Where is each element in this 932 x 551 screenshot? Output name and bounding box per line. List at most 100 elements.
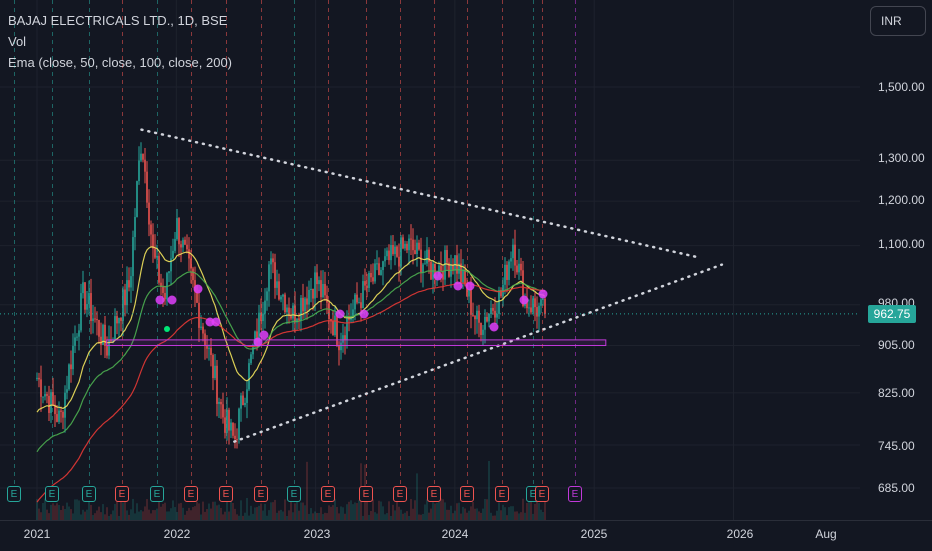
candle-body: [422, 264, 424, 273]
candle-body: [458, 263, 460, 274]
volume-bar: [248, 515, 250, 520]
candle-body: [280, 296, 282, 300]
earnings-badge[interactable]: E: [184, 486, 198, 502]
signal-marker: [164, 326, 170, 332]
volume-bar: [214, 501, 216, 520]
volume-bar: [150, 513, 152, 520]
candle-body: [386, 250, 388, 257]
candle-body: [180, 244, 182, 248]
volume-bar: [376, 513, 378, 520]
volume-bar: [300, 502, 302, 520]
earnings-badge[interactable]: E: [427, 486, 441, 502]
volume-bar: [284, 499, 286, 520]
earnings-badge[interactable]: E: [460, 486, 474, 502]
earnings-badge[interactable]: E: [535, 486, 549, 502]
volume-bar: [58, 505, 60, 520]
volume-indicator-label[interactable]: Vol: [8, 34, 27, 49]
volume-bar: [126, 510, 128, 520]
volume-bar: [418, 514, 420, 520]
candle-body: [534, 298, 536, 308]
volume-bar: [470, 506, 472, 520]
earnings-badge[interactable]: E: [287, 486, 301, 502]
candle-body: [150, 224, 152, 235]
volume-bar: [542, 511, 544, 520]
volume-bar: [328, 505, 330, 520]
volume-bar: [356, 503, 358, 520]
volume-bar: [256, 507, 258, 520]
candle-body: [374, 263, 376, 282]
price-axis[interactable]: 1,500.00 1,300.00 1,200.00 1,100.00 980.…: [860, 0, 932, 520]
candle-body: [244, 402, 246, 406]
signal-marker: [167, 295, 177, 305]
currency-button[interactable]: INR: [870, 6, 926, 36]
candle-body: [114, 316, 116, 341]
earnings-badge[interactable]: E: [568, 486, 582, 502]
candle-body: [382, 261, 384, 271]
volume-bar: [94, 513, 96, 520]
volume-bar: [498, 502, 500, 520]
candle-body: [462, 269, 464, 283]
earnings-badge[interactable]: E: [7, 486, 21, 502]
volume-bar: [290, 498, 292, 520]
earnings-badge[interactable]: E: [321, 486, 335, 502]
candle-body: [412, 239, 414, 251]
trendline: [233, 263, 724, 443]
candle-body: [218, 401, 220, 404]
symbol-title[interactable]: BAJAJ ELECTRICALS LTD., 1D, BSE: [8, 13, 228, 28]
ema-indicator-label[interactable]: Ema (close, 50, close, 100, close, 200): [8, 55, 233, 70]
volume-bar: [206, 509, 208, 520]
signal-marker: [335, 309, 345, 319]
candle-body: [202, 326, 204, 334]
volume-bar: [354, 502, 356, 520]
earnings-badge[interactable]: E: [393, 486, 407, 502]
volume-bar: [182, 507, 184, 520]
volume-bar: [382, 506, 384, 520]
candle-body: [514, 244, 516, 266]
earnings-badge[interactable]: E: [115, 486, 129, 502]
candle-body: [242, 395, 244, 406]
candle-body: [406, 243, 408, 251]
volume-bar: [420, 514, 422, 520]
volume-bar: [318, 512, 320, 520]
price-tick: 1,500.00: [878, 80, 925, 94]
candle-body: [36, 377, 38, 379]
candle-body: [372, 277, 374, 282]
signal-marker: [259, 330, 269, 340]
candle-body: [504, 264, 506, 285]
volume-bar: [400, 509, 402, 520]
earnings-badge[interactable]: E: [82, 486, 96, 502]
volume-bar: [544, 500, 546, 520]
volume-bar: [414, 500, 416, 520]
time-axis[interactable]: 2021 2022 2023 2024 2025 2026 Aug: [0, 520, 932, 551]
volume-bar: [220, 507, 222, 520]
candle-body: [50, 392, 52, 413]
candle-body: [104, 324, 106, 346]
volume-bar: [486, 499, 488, 520]
volume-bar: [86, 509, 88, 520]
candle-body: [318, 280, 320, 285]
earnings-badge[interactable]: E: [45, 486, 59, 502]
volume-bar: [398, 506, 400, 520]
earnings-badge[interactable]: E: [495, 486, 509, 502]
candle-body: [188, 249, 190, 259]
volume-bar: [144, 506, 146, 520]
volume-bar: [62, 505, 64, 520]
candle-body: [70, 364, 72, 370]
candle-body: [400, 237, 402, 267]
volume-bar: [188, 507, 190, 520]
earnings-badge[interactable]: E: [150, 486, 164, 502]
earnings-badge[interactable]: E: [254, 486, 268, 502]
volume-bar: [416, 473, 418, 520]
earnings-badge[interactable]: E: [359, 486, 373, 502]
volume-bar: [168, 511, 170, 520]
volume-bar: [506, 515, 508, 520]
candle-body: [446, 250, 448, 263]
volume-bar: [212, 501, 214, 520]
candle-body: [506, 264, 508, 280]
candle-body: [472, 314, 474, 316]
earnings-badge[interactable]: E: [219, 486, 233, 502]
volume-bar: [444, 502, 446, 520]
candle-body: [92, 318, 94, 322]
candle-body: [466, 284, 468, 297]
